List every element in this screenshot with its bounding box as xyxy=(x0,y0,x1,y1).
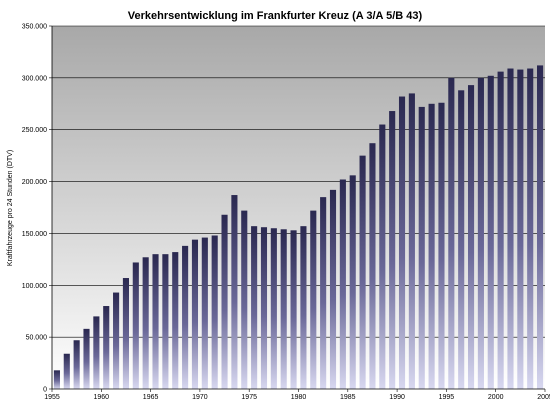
bar-1970 xyxy=(201,237,208,389)
x-tick-label: 1980 xyxy=(291,394,307,400)
bar-1984 xyxy=(339,179,346,389)
y-axis-label: Kraftfahrzeuge pro 24 Stunden (DTV) xyxy=(7,150,14,266)
bar-1999 xyxy=(487,75,494,389)
y-tick-label: 0 xyxy=(43,387,47,394)
x-tick-label: 1955 xyxy=(44,394,60,400)
bar-2004 xyxy=(537,65,544,389)
bar-1975 xyxy=(251,226,258,389)
y-tick-label: 150.000 xyxy=(22,231,47,238)
bar-1960 xyxy=(103,306,110,389)
bar-1997 xyxy=(467,85,475,390)
y-tick-label: 250.000 xyxy=(22,127,47,134)
y-tick-label: 200.000 xyxy=(22,179,47,186)
bar-1961 xyxy=(113,292,120,389)
bar-1966 xyxy=(162,254,169,389)
x-tick-label: 1960 xyxy=(94,394,110,400)
y-tick-label: 300.000 xyxy=(22,75,47,82)
bar-1968 xyxy=(182,245,189,389)
y-tick-labels: 0 50.000 100.000 150.000 200.000 250.000 300.0… xyxy=(22,24,52,394)
bar-1959 xyxy=(93,316,100,389)
bar-1982 xyxy=(320,197,327,389)
x-tick-label: 2000 xyxy=(488,394,504,400)
bar-1988 xyxy=(379,124,386,389)
bar-1993 xyxy=(428,103,435,389)
bar-1985 xyxy=(349,175,356,389)
bar-1991 xyxy=(408,93,415,389)
bar-1957 xyxy=(73,340,80,389)
bar-1958 xyxy=(83,328,90,389)
bar-1994 xyxy=(438,102,445,389)
bar-1983 xyxy=(329,189,337,389)
bar-2002 xyxy=(517,69,524,389)
bar-1965 xyxy=(152,254,159,389)
bar-1955 xyxy=(53,370,60,389)
x-tick-label: 1970 xyxy=(192,394,208,400)
bar-1977 xyxy=(270,228,277,389)
bar-1978 xyxy=(280,229,287,389)
x-tick-label: 1985 xyxy=(340,394,356,400)
bar-1956 xyxy=(63,353,70,389)
x-tick-labels: 1955 1960 1965 1970 1975 1980 1985 1990 1995 2000… xyxy=(44,389,550,400)
bar-1971 xyxy=(211,235,218,389)
bar-1979 xyxy=(290,230,297,389)
bar-2003 xyxy=(527,68,534,390)
bar-1980 xyxy=(300,226,307,389)
bar-1987 xyxy=(369,143,376,389)
chart-title: Verkehrsentwicklung im Frankfurter Kreuz… xyxy=(128,10,423,22)
x-tick-label: 2005 xyxy=(537,394,550,400)
x-tick-label: 1990 xyxy=(389,394,405,400)
bars xyxy=(53,65,544,390)
bar-1995 xyxy=(448,77,455,390)
bar-1967 xyxy=(172,252,179,389)
bar-1972 xyxy=(221,214,228,389)
bar-1998 xyxy=(477,77,484,390)
bar-1976 xyxy=(260,227,268,389)
bar-1996 xyxy=(458,90,465,390)
bar-2000 xyxy=(497,71,504,389)
x-tick-label: 1995 xyxy=(439,394,455,400)
bar-1989 xyxy=(389,111,396,390)
y-tick-label: 350.000 xyxy=(22,24,47,31)
bar-1969 xyxy=(191,239,199,389)
bar-1992 xyxy=(418,106,425,390)
bar-1963 xyxy=(132,262,139,389)
bar-1973 xyxy=(231,195,238,389)
bar-1986 xyxy=(359,155,366,389)
bar-1962 xyxy=(122,278,129,389)
y-tick-label: 50.000 xyxy=(26,335,48,342)
x-tick-label: 1975 xyxy=(241,394,257,400)
x-tick-label: 1965 xyxy=(143,394,159,400)
bar-1981 xyxy=(310,210,317,389)
bar-1974 xyxy=(241,210,248,389)
bar-2001 xyxy=(507,68,514,390)
bar-1964 xyxy=(142,257,149,389)
y-tick-label: 100.000 xyxy=(22,283,47,290)
bar-1990 xyxy=(398,96,406,389)
